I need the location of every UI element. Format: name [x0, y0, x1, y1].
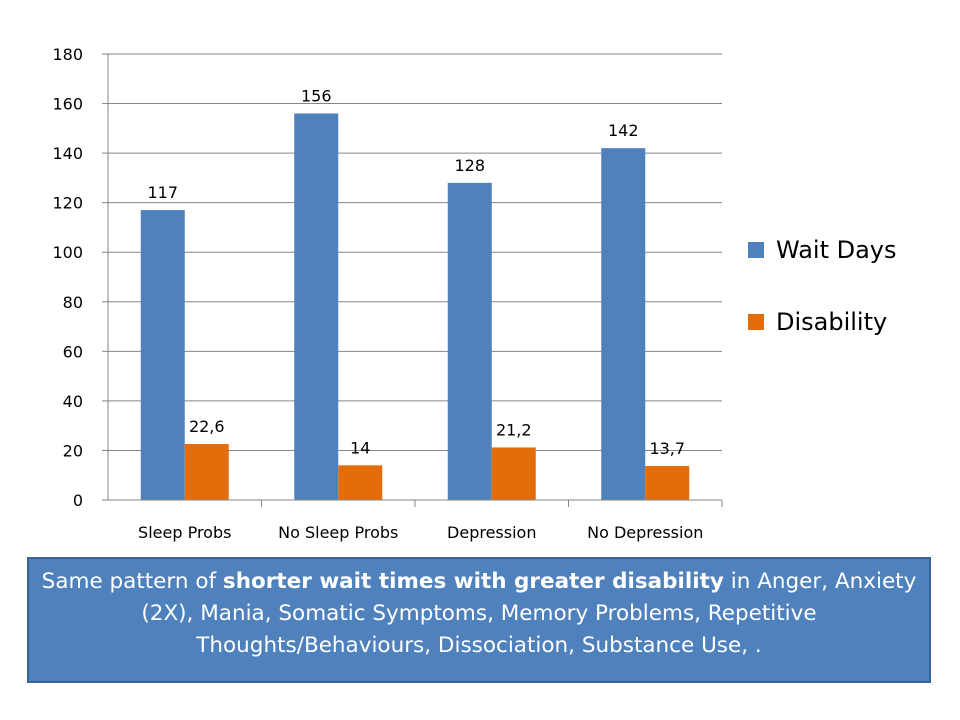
legend-swatch-disability: [748, 314, 764, 330]
y-tick-label: 0: [73, 491, 83, 510]
x-tick-label: No Depression: [587, 523, 703, 542]
y-tick-label: 180: [52, 45, 83, 64]
legend: Wait Days Disability: [748, 226, 897, 370]
x-tick-label: Depression: [447, 523, 536, 542]
summary-callout: Same pattern of shorter wait times with …: [27, 557, 931, 683]
axes: [102, 53, 723, 507]
data-label-disability: 14: [350, 438, 370, 457]
x-tick-label: No Sleep Probs: [278, 523, 398, 542]
y-tick-label: 80: [63, 293, 83, 312]
data-label-disability: 22,6: [189, 417, 225, 436]
bars: [140, 113, 690, 500]
y-tick-label: 100: [52, 243, 83, 262]
bar-wait-days: [601, 148, 646, 500]
callout-emphasis: shorter wait times with greater disabili…: [222, 569, 724, 594]
data-label-wait-days: 128: [454, 156, 485, 175]
y-tick-label: 140: [52, 144, 83, 163]
y-tick-labels: 0 20 40 60 80 100 120 140 160 180: [52, 45, 83, 510]
data-label-wait-days: 142: [608, 121, 639, 140]
data-label-disability: 13,7: [649, 439, 685, 458]
bar-wait-days: [447, 182, 492, 500]
gridlines: [108, 53, 722, 451]
x-tick-labels: Sleep Probs No Sleep Probs Depression No De…: [138, 523, 703, 542]
legend-label-wait-days: Wait Days: [776, 236, 897, 264]
bar-wait-days: [140, 210, 185, 500]
y-tick-label: 160: [52, 95, 83, 114]
bar-chart: 117 22,6 156 14 128 21,2 142 13,7 0 20 40 60 80 100 1…: [52, 45, 723, 542]
data-label-disability: 21,2: [496, 420, 532, 439]
legend-item-wait-days: Wait Days: [748, 226, 897, 274]
data-label-wait-days: 117: [147, 183, 178, 202]
callout-prefix: Same pattern of: [41, 569, 223, 594]
bar-disability: [645, 466, 690, 500]
legend-label-disability: Disability: [776, 308, 888, 336]
y-tick-label: 20: [63, 441, 83, 460]
callout-suffix: in Anger, Anxiety (2X), Mania, Somatic S…: [141, 569, 917, 658]
y-tick-label: 40: [63, 392, 83, 411]
bar-disability: [338, 465, 383, 500]
legend-item-disability: Disability: [748, 298, 897, 346]
x-tick-label: Sleep Probs: [138, 523, 231, 542]
bar-disability: [491, 447, 536, 500]
data-label-wait-days: 156: [301, 86, 332, 105]
y-tick-label: 60: [63, 342, 83, 361]
bar-disability: [184, 444, 229, 500]
y-tick-label: 120: [52, 194, 83, 213]
data-labels: 117 22,6 156 14 128 21,2 142 13,7: [147, 86, 685, 458]
legend-swatch-wait-days: [748, 242, 764, 258]
bar-wait-days: [294, 113, 339, 500]
